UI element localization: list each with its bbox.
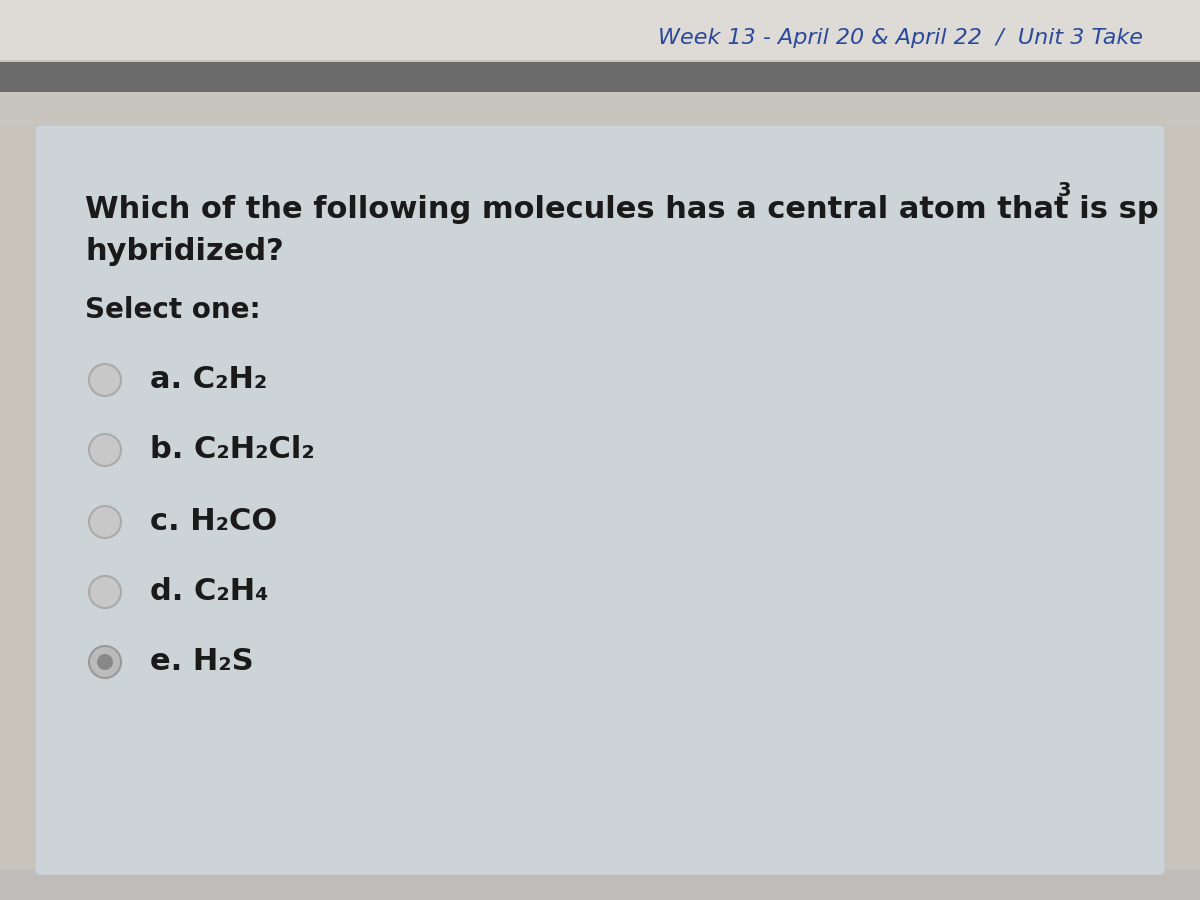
- FancyBboxPatch shape: [0, 870, 1200, 900]
- FancyBboxPatch shape: [0, 62, 1200, 92]
- FancyBboxPatch shape: [0, 0, 1200, 60]
- Text: e. H₂S: e. H₂S: [150, 647, 253, 677]
- Text: hybridized?: hybridized?: [85, 238, 283, 266]
- Text: Week 13 - April 20 & April 22  /  Unit 3 Take: Week 13 - April 20 & April 22 / Unit 3 T…: [658, 28, 1142, 48]
- Circle shape: [89, 506, 121, 538]
- Text: d. C₂H₄: d. C₂H₄: [150, 578, 269, 607]
- Circle shape: [97, 654, 113, 670]
- Circle shape: [89, 646, 121, 678]
- Text: Which of the following molecules has a central atom that is sp: Which of the following molecules has a c…: [85, 195, 1159, 224]
- FancyBboxPatch shape: [0, 0, 1200, 100]
- Text: b. C₂H₂Cl₂: b. C₂H₂Cl₂: [150, 436, 314, 464]
- Circle shape: [89, 434, 121, 466]
- FancyBboxPatch shape: [0, 92, 1200, 125]
- Circle shape: [89, 576, 121, 608]
- Text: c. H₂CO: c. H₂CO: [150, 508, 277, 536]
- Text: a. C₂H₂: a. C₂H₂: [150, 365, 268, 394]
- FancyBboxPatch shape: [35, 125, 1165, 875]
- Circle shape: [89, 364, 121, 396]
- Text: Select one:: Select one:: [85, 296, 260, 324]
- Text: 3: 3: [1058, 181, 1072, 200]
